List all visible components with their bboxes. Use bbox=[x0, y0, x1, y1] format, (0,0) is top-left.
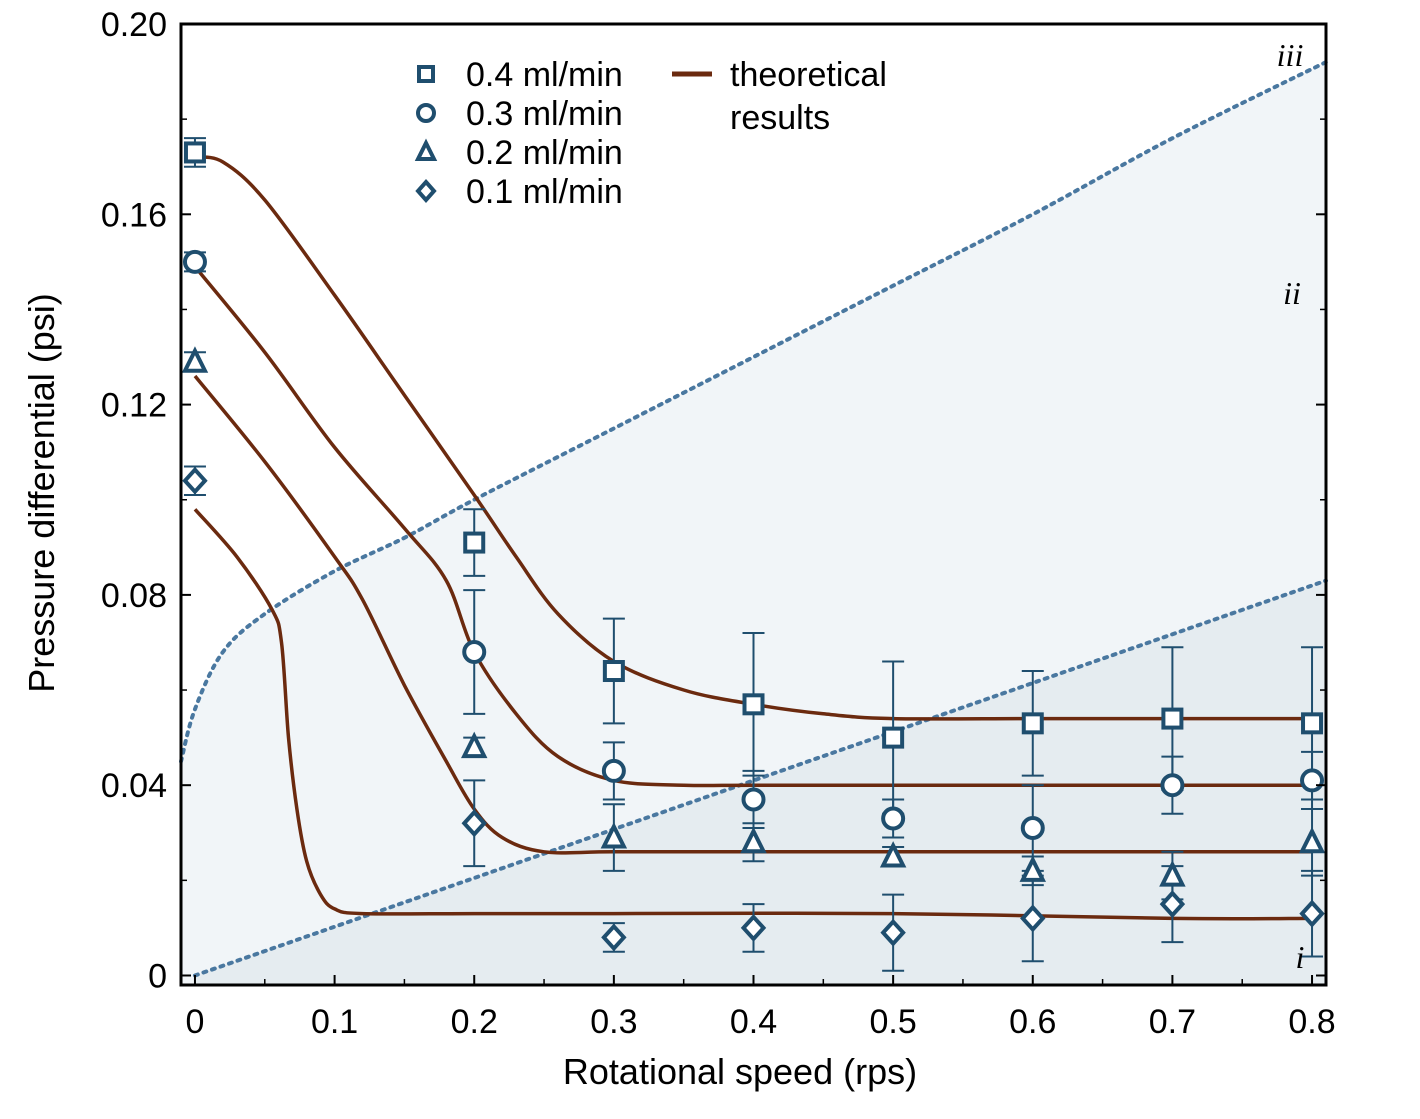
square-marker bbox=[882, 726, 905, 749]
y-tick-label: 0.12 bbox=[101, 387, 167, 425]
region-label-ii: ii bbox=[1283, 275, 1301, 311]
y-tick-label: 0.08 bbox=[101, 577, 167, 615]
square-marker bbox=[1021, 712, 1044, 735]
theoretical-curve-4 bbox=[193, 508, 1313, 921]
x-tick-label: 0 bbox=[186, 1003, 205, 1041]
diamond-marker bbox=[740, 913, 767, 942]
markers-layer bbox=[181, 141, 1326, 952]
triangle-marker bbox=[1019, 855, 1047, 882]
regions-layer bbox=[181, 24, 1326, 985]
triangle-marker bbox=[1159, 860, 1186, 887]
triangle-marker bbox=[460, 731, 488, 759]
x-tick-label: 0.4 bbox=[730, 1003, 777, 1041]
boundaries-layer bbox=[179, 60, 1328, 978]
y-tick-label: 0.20 bbox=[101, 6, 167, 44]
triangle-marker bbox=[879, 841, 907, 868]
region-label-i: i bbox=[1296, 939, 1305, 975]
circle-marker bbox=[741, 787, 766, 812]
square-marker bbox=[1161, 707, 1184, 730]
diamond-marker bbox=[415, 178, 437, 204]
circle-marker bbox=[601, 758, 626, 783]
x-tick-label: 0.6 bbox=[1009, 1003, 1056, 1041]
y-tick-label: 0 bbox=[148, 957, 167, 995]
circle-marker bbox=[1300, 768, 1325, 793]
legend-entry-label: 0.4 ml/min bbox=[466, 56, 623, 94]
triangle-marker bbox=[1298, 826, 1326, 854]
circle-marker bbox=[182, 249, 207, 274]
square-marker bbox=[602, 660, 625, 683]
diamond-marker bbox=[1159, 890, 1186, 919]
theoretical-curve-1 bbox=[194, 155, 1312, 721]
circle-marker bbox=[1160, 773, 1185, 798]
x-axis-title: Rotational speed (rps) bbox=[563, 1051, 917, 1092]
region-ii-left bbox=[181, 709, 195, 985]
region-upper-clear bbox=[181, 24, 1326, 762]
legend-entry-label: 0.1 ml/min bbox=[466, 173, 623, 211]
diamond-marker bbox=[1020, 904, 1046, 933]
circle-marker bbox=[1020, 816, 1045, 841]
diamond-marker bbox=[601, 923, 627, 952]
triangle-marker bbox=[414, 138, 438, 161]
axes-layer: 0 0.1 0.2 0.3 0.4 0.5 0.6 0.7 0.8 0 0.04 0.08 0.12 0.… bbox=[101, 6, 1336, 1041]
lower-boundary-line bbox=[192, 578, 1328, 978]
diamond-marker bbox=[1299, 899, 1325, 928]
legend-theoretical-label: results bbox=[730, 99, 830, 137]
upper-boundary-line bbox=[179, 60, 1328, 764]
x-tick-label: 0.5 bbox=[870, 1003, 917, 1041]
y-axis-title: Pressure differential (psi) bbox=[21, 293, 62, 693]
square-marker bbox=[463, 531, 486, 554]
y-tick-label: 0.04 bbox=[101, 767, 167, 805]
diamond-marker bbox=[880, 918, 906, 947]
circle-marker bbox=[416, 103, 436, 123]
region-label-iii: iii bbox=[1277, 37, 1304, 73]
circle-marker bbox=[881, 806, 906, 831]
legend-entry-label: 0.3 ml/min bbox=[466, 95, 623, 133]
region-i-shading bbox=[195, 580, 1326, 985]
triangle-marker bbox=[600, 822, 628, 849]
diamond-marker bbox=[182, 466, 208, 495]
legend-theoretical-label: theoretical bbox=[730, 56, 887, 94]
diamond-marker bbox=[461, 809, 487, 838]
x-tick-label: 0.2 bbox=[451, 1003, 498, 1041]
x-tick-label: 0.7 bbox=[1149, 1003, 1196, 1041]
triangle-marker bbox=[181, 346, 209, 373]
square-marker bbox=[183, 141, 206, 164]
square-marker bbox=[1301, 712, 1324, 735]
square-marker bbox=[742, 693, 765, 716]
circle-marker bbox=[462, 639, 487, 664]
x-tick-label: 0.3 bbox=[590, 1003, 637, 1041]
x-tick-label: 0.8 bbox=[1288, 1003, 1335, 1041]
square-marker bbox=[417, 65, 435, 83]
triangle-marker bbox=[740, 826, 767, 854]
legend-entry-label: 0.2 ml/min bbox=[466, 134, 623, 172]
y-tick-label: 0.16 bbox=[101, 196, 167, 234]
x-tick-label: 0.1 bbox=[311, 1003, 358, 1041]
